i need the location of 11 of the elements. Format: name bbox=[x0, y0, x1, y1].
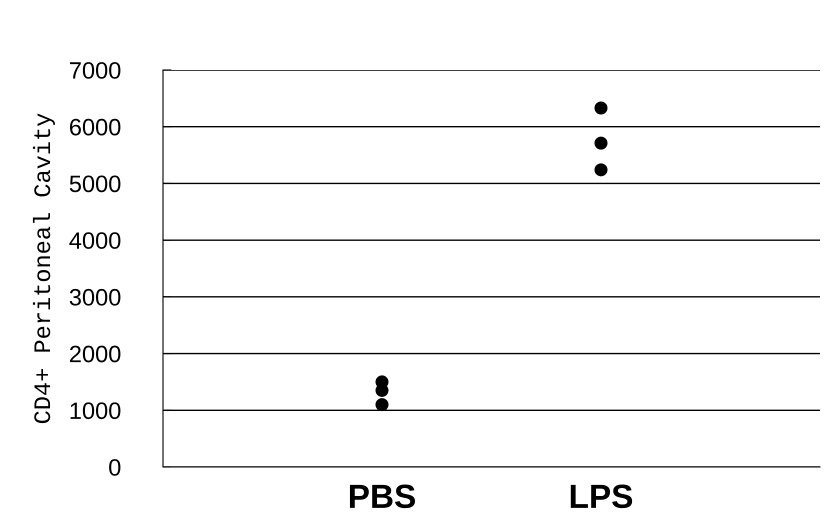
x-tick-label: PBS bbox=[350, 484, 415, 508]
y-tick-label: 6000 bbox=[70, 118, 120, 136]
x-tick-label: LPS bbox=[570, 484, 632, 508]
y-tick-label: 3000 bbox=[70, 288, 120, 306]
y-tick-label: 7000 bbox=[70, 62, 120, 79]
y-tick-label: 2000 bbox=[70, 346, 120, 362]
y-tick-label: 0 bbox=[109, 459, 120, 476]
y-axis-title: CD4+ Peritoneal Cavity bbox=[32, 113, 55, 424]
y-tick-label: 1000 bbox=[70, 402, 120, 420]
y-tick-label: 5000 bbox=[70, 175, 120, 192]
y-tick-label: 4000 bbox=[69, 232, 120, 249]
